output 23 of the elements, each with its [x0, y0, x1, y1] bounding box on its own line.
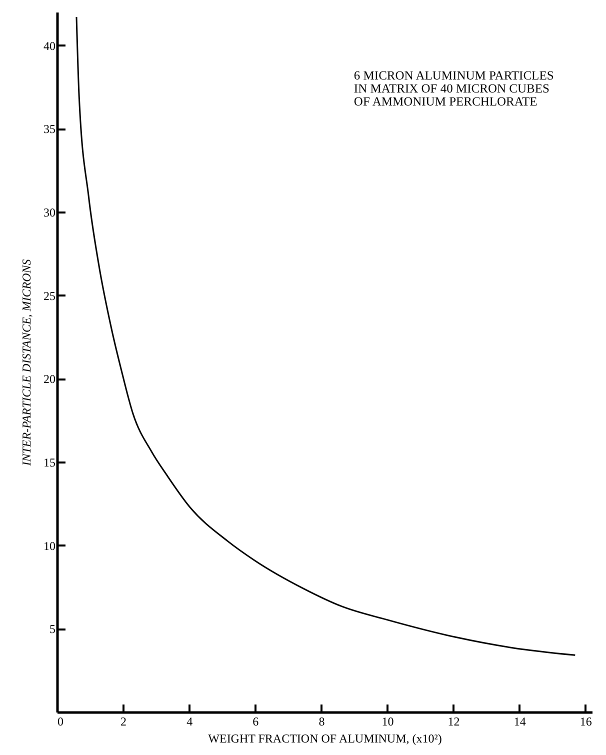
y-tick-label: 25: [44, 288, 56, 303]
x-tick-label: 4: [186, 714, 193, 728]
y-tick-label: 5: [50, 622, 56, 636]
y-tick-label: 40: [44, 38, 56, 53]
y-tick-label: 30: [44, 206, 56, 220]
x-tick-label: 8: [318, 714, 325, 728]
y-tick-label: 15: [44, 456, 56, 470]
annotation: OF AMMONIUM PERCHLORATE: [354, 94, 538, 108]
x-tick-label: 2: [120, 714, 127, 728]
annotation: 6 MICRON ALUMINUM PARTICLES: [354, 68, 554, 82]
x-tick-label: 16: [580, 714, 592, 728]
y-tick-label: 10: [44, 538, 56, 553]
y-axis-title: INTER-PARTICLE DISTANCE, MICRONS: [20, 259, 34, 467]
line-series: [76, 16, 576, 656]
x-tick-label: 6: [252, 714, 259, 728]
annotation: IN MATRIX OF 40 MICRON CUBES: [354, 81, 550, 96]
x-tick-label: 10: [382, 714, 394, 728]
x-tick-label: 12: [448, 714, 460, 728]
y-tick-label: 20: [44, 372, 56, 386]
x-tick-label: 0: [58, 714, 64, 728]
y-tick-label: 35: [44, 122, 56, 136]
x-tick-label: 14: [514, 714, 526, 728]
x-axis-title: WEIGHT FRACTION OF ALUMINUM, (x10²): [208, 732, 442, 746]
